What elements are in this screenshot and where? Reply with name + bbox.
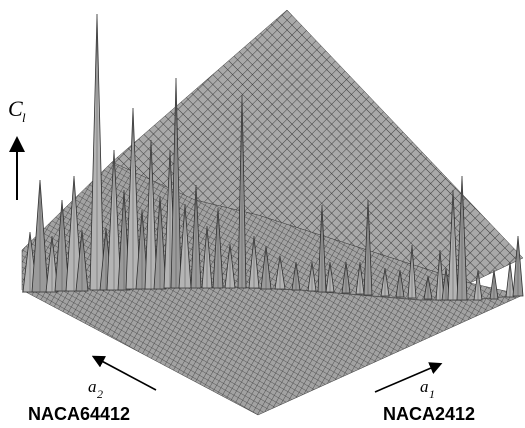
- a1-axis-symbol: a: [420, 377, 429, 396]
- z-axis-symbol: C: [8, 96, 23, 121]
- surface-spikes: [22, 13, 524, 301]
- a2-arrow-icon: [91, 355, 157, 391]
- a2-airfoil-label: NACA64412: [28, 404, 130, 424]
- a2-axis-symbol: a: [88, 377, 97, 396]
- a1-axis-group: a 1 NACA2412: [374, 362, 475, 424]
- a2-axis-subscript: 2: [97, 387, 103, 401]
- a1-arrow-icon: [374, 362, 443, 393]
- a2-axis-group: a 2 NACA64412: [28, 355, 157, 424]
- z-axis-subscript: l: [22, 110, 26, 125]
- z-axis-label-group: C l: [8, 96, 26, 200]
- a1-airfoil-label: NACA2412: [383, 404, 475, 424]
- a1-axis-subscript: 1: [429, 387, 435, 401]
